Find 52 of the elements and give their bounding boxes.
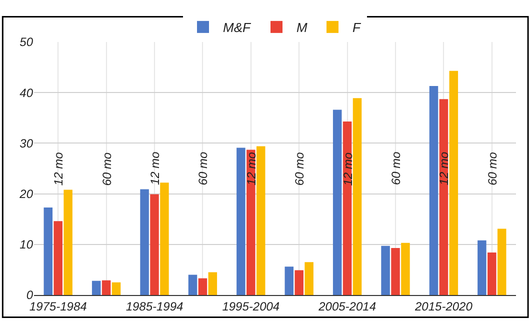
y-tick-label: 50	[20, 35, 34, 50]
annotation: 12 mo	[244, 152, 258, 186]
annotation: 12 mo	[52, 152, 66, 186]
y-tick-label: 10	[20, 238, 34, 252]
bar	[332, 110, 342, 295]
bar	[102, 280, 111, 295]
bar	[284, 266, 294, 295]
annotation: 12 mo	[340, 152, 355, 186]
bar	[256, 146, 266, 295]
bar	[54, 221, 62, 295]
legend-label: F	[352, 20, 362, 36]
bar	[439, 99, 448, 295]
bar	[150, 194, 159, 295]
bar	[478, 240, 486, 295]
x-tick-label: 2015-2020	[414, 299, 473, 314]
bar	[160, 182, 169, 295]
bar	[294, 270, 304, 295]
bar	[188, 274, 198, 295]
bar	[92, 280, 101, 295]
legend-label: M	[296, 20, 308, 36]
x-tick-label: 1985-1994	[126, 299, 184, 314]
bar	[112, 282, 121, 295]
x-tick-label: 2005-2014	[318, 299, 376, 314]
annotation: 12 mo	[148, 151, 162, 185]
annotation: 60 mo	[389, 151, 403, 185]
bar	[198, 278, 208, 295]
annotation: 60 mo	[196, 152, 210, 186]
bar	[401, 242, 410, 295]
annotation: 12 mo	[437, 152, 452, 186]
bar	[246, 150, 256, 295]
bar	[236, 148, 246, 295]
bar	[304, 262, 314, 295]
bar	[391, 248, 400, 295]
bar	[352, 98, 362, 295]
bar	[44, 207, 53, 295]
y-tick-label: 40	[20, 86, 34, 100]
bar	[429, 86, 438, 295]
bar	[449, 70, 458, 295]
annotation: 60 mo	[485, 152, 500, 186]
bar	[497, 228, 506, 295]
bar	[64, 190, 72, 295]
annotation: 60 mo	[292, 152, 307, 186]
bar	[381, 246, 390, 295]
annotation: 60 mo	[100, 152, 114, 186]
bar	[488, 252, 496, 295]
bar	[140, 189, 149, 295]
legend-label: M&F	[223, 20, 252, 36]
bar	[208, 272, 218, 295]
x-tick-label: 1995-2004	[222, 299, 280, 314]
y-tick-label: 20	[18, 187, 34, 201]
y-tick-label: 30	[20, 136, 34, 150]
bar	[342, 121, 352, 295]
